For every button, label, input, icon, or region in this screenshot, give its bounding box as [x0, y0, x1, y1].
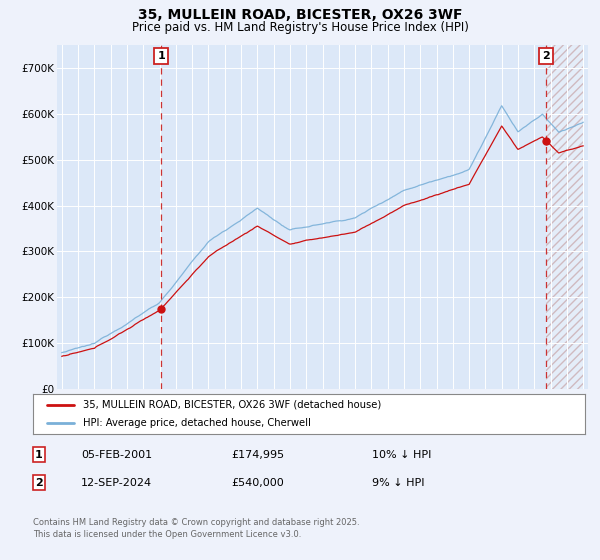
Text: 05-FEB-2001: 05-FEB-2001 [81, 450, 152, 460]
Text: 35, MULLEIN ROAD, BICESTER, OX26 3WF (detached house): 35, MULLEIN ROAD, BICESTER, OX26 3WF (de… [83, 400, 381, 409]
Text: 10% ↓ HPI: 10% ↓ HPI [372, 450, 431, 460]
Text: £540,000: £540,000 [231, 478, 284, 488]
Text: 12-SEP-2024: 12-SEP-2024 [81, 478, 152, 488]
Text: 9% ↓ HPI: 9% ↓ HPI [372, 478, 425, 488]
Text: HPI: Average price, detached house, Cherwell: HPI: Average price, detached house, Cher… [83, 418, 311, 428]
Text: 2: 2 [35, 478, 43, 488]
Text: 35, MULLEIN ROAD, BICESTER, OX26 3WF: 35, MULLEIN ROAD, BICESTER, OX26 3WF [138, 8, 462, 22]
Text: 2: 2 [542, 52, 550, 61]
Text: £174,995: £174,995 [231, 450, 284, 460]
Text: Contains HM Land Registry data © Crown copyright and database right 2025.
This d: Contains HM Land Registry data © Crown c… [33, 518, 359, 539]
Text: 1: 1 [35, 450, 43, 460]
Text: 1: 1 [157, 52, 165, 61]
Text: Price paid vs. HM Land Registry's House Price Index (HPI): Price paid vs. HM Land Registry's House … [131, 21, 469, 34]
